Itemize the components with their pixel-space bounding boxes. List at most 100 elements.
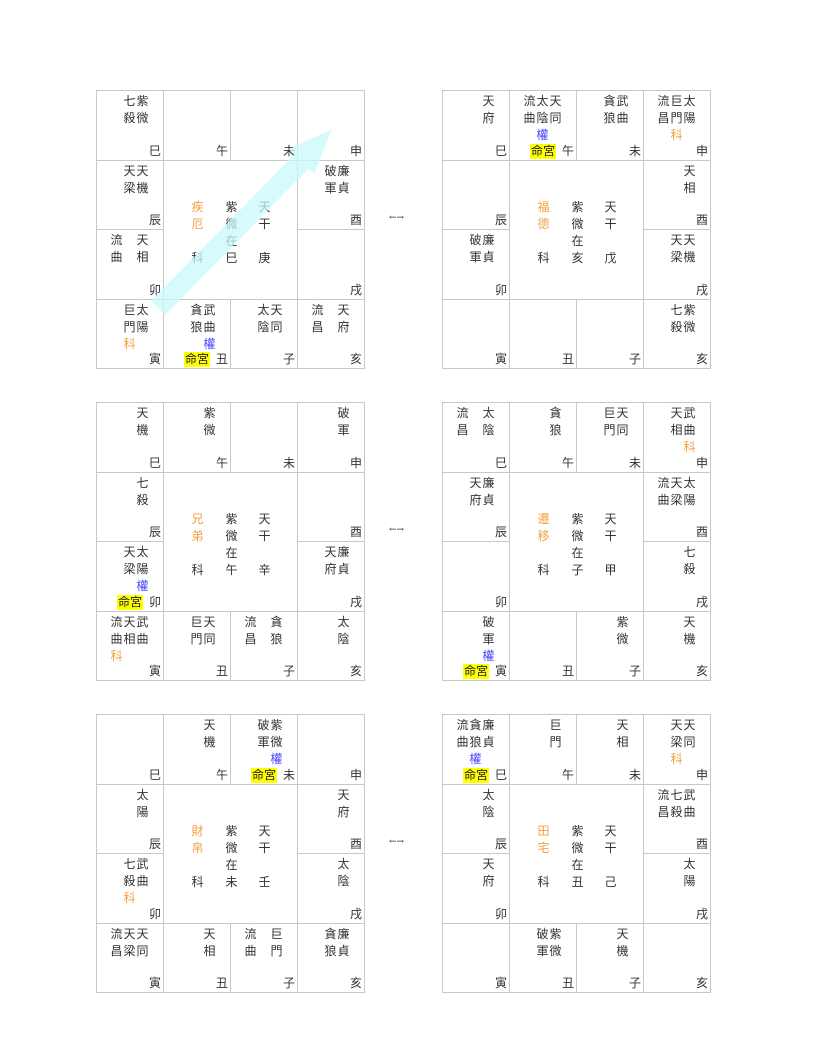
star: 破軍: [337, 405, 350, 439]
stem-label: 天干: [258, 199, 271, 231]
palace-cell: 申: [298, 715, 365, 785]
star: 七殺: [670, 787, 683, 821]
branch-label: 申: [349, 143, 362, 158]
ziwei-label: 紫微在: [571, 823, 584, 872]
branch-label: 戌: [695, 906, 708, 921]
chart-center: 田宅科 紫微在丑 天干己: [510, 784, 644, 924]
star-name: 巨門: [270, 926, 283, 958]
star: 天府: [337, 302, 350, 336]
ziwei-chart: 廉貞 貪狼權流曲 命宮巳巨門午天相未天同 天梁科申太陰辰武曲 七殺 流昌酉天府卯太陽戌寅紫…: [442, 714, 711, 993]
palace-name: 田宅: [537, 823, 550, 855]
star-name: 紫微: [683, 302, 696, 334]
star-name: 紫微: [270, 718, 283, 749]
ming-palace-badge: 命宮: [462, 767, 489, 783]
ming-palace-badge: 命宮: [183, 352, 210, 367]
star-name: 天相: [616, 718, 629, 749]
star-name: 貪狼: [469, 718, 482, 749]
star-name: 流曲: [456, 718, 469, 749]
star: 武曲: [683, 787, 696, 821]
ziwei-label: 紫微在: [225, 199, 238, 248]
star: 天府: [482, 93, 495, 127]
palace-cell: 太陽辰: [97, 784, 164, 854]
star-columns: 太陽: [136, 787, 149, 821]
star: 流昌: [456, 405, 469, 439]
star-name: 廉貞: [337, 545, 350, 576]
center-stem-column: 天干戊: [604, 199, 617, 267]
star-name: 太陰: [482, 406, 495, 437]
palace-cell: 武曲 七殺 流昌酉: [644, 784, 711, 854]
palace-cell: 天機 天梁辰: [97, 160, 164, 230]
star: 七殺: [136, 475, 149, 509]
heavenly-stem: 壬: [258, 874, 271, 889]
palace-cell: 辰: [443, 160, 510, 230]
star: 破軍: [324, 163, 337, 197]
star-name: 巨門: [670, 94, 683, 125]
mutagen-quan: 權: [536, 128, 549, 142]
star-columns: 紫微 破軍: [536, 926, 562, 960]
palace-cell: 廉貞 天府戌: [298, 542, 365, 612]
stem-label: 天干: [604, 511, 617, 543]
star: 巨門: [270, 926, 283, 960]
chart-center: 疾厄科 紫微在巳 天干庚: [164, 160, 298, 300]
star: 破軍: [469, 232, 482, 266]
center-stem-column: 天干壬: [258, 823, 271, 891]
star-columns: 紫微權破軍: [257, 717, 283, 768]
branch-label: 丑: [215, 352, 228, 366]
branch-label: 寅: [494, 976, 507, 990]
star-columns: 太陰: [337, 614, 350, 648]
branch-label: 未: [282, 767, 295, 782]
palace-cell: 紫微 七殺巳: [97, 91, 164, 161]
palace-cell: 天機子: [577, 923, 644, 993]
star: 巨門科: [670, 93, 683, 144]
star-name: 太陽: [683, 857, 696, 888]
star: 武曲: [616, 93, 629, 127]
heavenly-stem: 戊: [604, 250, 617, 265]
star-columns: 武曲科天相: [670, 405, 696, 456]
swap-arrows-icon: ←→: [389, 837, 405, 847]
star-name: 天同: [203, 614, 216, 646]
branch-label: 子: [282, 352, 295, 366]
star: 巨門: [603, 405, 616, 439]
spacer: [537, 233, 550, 250]
star: [257, 926, 270, 960]
branch-label: 酉: [349, 213, 362, 227]
star: 太陽權: [136, 544, 149, 595]
star-name: 太陽: [136, 302, 149, 334]
palace-cell: 天機午: [164, 715, 231, 785]
star-name: 破軍: [337, 406, 350, 437]
star-columns: 天府 流昌: [311, 302, 350, 336]
palace-cell: 巳: [97, 715, 164, 785]
center-ziwei-column: 紫微在亥: [571, 199, 584, 267]
branch-label: 亥: [695, 664, 708, 678]
star-name: 貪狼: [190, 302, 203, 334]
star-name: 廉貞: [482, 475, 495, 507]
star: 廉貞: [482, 232, 495, 266]
ziwei-branch: 子: [571, 562, 584, 577]
star: 武曲: [136, 614, 149, 665]
star: 貪狼: [190, 302, 203, 353]
star-columns: 天相: [683, 163, 696, 197]
star-name: 貪狼: [603, 94, 616, 125]
branch-label: 卯: [494, 906, 507, 921]
spacer: [604, 233, 617, 250]
palace-cell: 紫微子: [577, 611, 644, 681]
star-columns: 七殺: [136, 475, 149, 509]
branch-label: 午: [561, 767, 574, 782]
branch-label: 丑: [561, 352, 574, 366]
star-columns: 天同 巨門: [190, 614, 216, 648]
ziwei-chart: 巳天機午紫微權破軍 命宮未申太陽辰天府酉武曲 七殺科卯太陰戌天同 天梁 流昌寅天相丑巨門…: [96, 714, 365, 993]
heavenly-stem: 己: [604, 874, 617, 889]
branch-label: 未: [628, 455, 641, 470]
branch-label: 戌: [349, 594, 362, 609]
branch-label: 未: [282, 455, 295, 470]
palace-cell: 廉貞 貪狼亥: [298, 923, 365, 993]
ziwei-chart: 太陰 流昌巳貪狼午天同 巨門未武曲科天相申廉貞 天府辰太陽 天梁 流曲酉卯七殺戌破軍權命宮…: [442, 402, 711, 681]
star-name: 七殺: [670, 302, 683, 334]
star-name: 太陰: [257, 302, 270, 334]
star-name: 流昌: [456, 406, 469, 437]
star-name: 天梁: [670, 718, 683, 749]
star-name: 天相: [683, 163, 696, 195]
branch-label: 寅: [494, 664, 507, 678]
ming-palace-badge: 命宮: [116, 594, 143, 610]
star-name: 武曲: [136, 614, 149, 646]
